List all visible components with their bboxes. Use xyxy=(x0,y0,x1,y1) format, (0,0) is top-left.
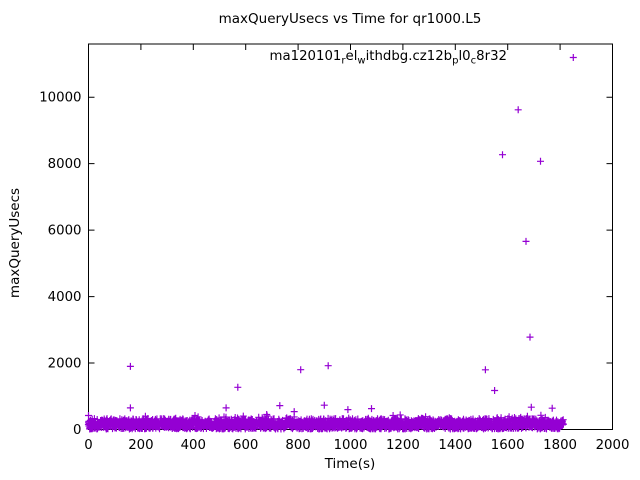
x-tick-label: 600 xyxy=(233,438,258,453)
legend-sample-marker xyxy=(569,54,577,61)
plot-border xyxy=(88,43,613,430)
y-tick-label: 0 xyxy=(73,423,81,438)
legend-label: ma120101relwithdbg.cz12bpl0c8r32 xyxy=(269,49,507,67)
x-tick-label: 800 xyxy=(285,438,310,453)
x-tick-label: 1000 xyxy=(334,438,368,453)
x-axis-label: Time(s) xyxy=(324,456,376,472)
x-tick-label: 1200 xyxy=(386,438,420,453)
x-tick-label: 400 xyxy=(181,438,206,453)
legend-text: ithdbg.cz12b xyxy=(365,49,453,64)
y-tick-label: 10000 xyxy=(39,91,81,106)
legend-text: el xyxy=(345,49,358,64)
y-tick-label: 4000 xyxy=(48,290,82,305)
legend-text-subscript: c xyxy=(470,55,477,67)
x-tick-label: 2000 xyxy=(596,438,630,453)
x-tick-label: 1600 xyxy=(491,438,525,453)
x-tick-label: 1400 xyxy=(438,438,472,453)
x-tick-label: 200 xyxy=(128,438,153,453)
data-points-outliers xyxy=(85,106,556,420)
chart-title: maxQueryUsecs vs Time for qr1000.L5 xyxy=(218,11,482,27)
y-tick-label: 2000 xyxy=(48,357,82,372)
legend-text-subscript: w xyxy=(357,55,366,67)
legend-text: l0 xyxy=(458,49,471,64)
x-tick-label: 0 xyxy=(84,438,92,453)
y-tick-label: 6000 xyxy=(48,224,82,239)
data-points-band xyxy=(84,411,567,433)
y-axis-label: maxQueryUsecs xyxy=(7,187,23,299)
x-tick-label: 1800 xyxy=(543,438,577,453)
axis-ticks xyxy=(88,44,613,430)
legend-text-subscript: p xyxy=(452,55,459,67)
legend-text: ma120101 xyxy=(269,49,342,64)
legend-text-subscript: r xyxy=(341,55,346,67)
y-tick-label: 8000 xyxy=(48,157,82,172)
legend-text: 8r32 xyxy=(476,49,507,64)
